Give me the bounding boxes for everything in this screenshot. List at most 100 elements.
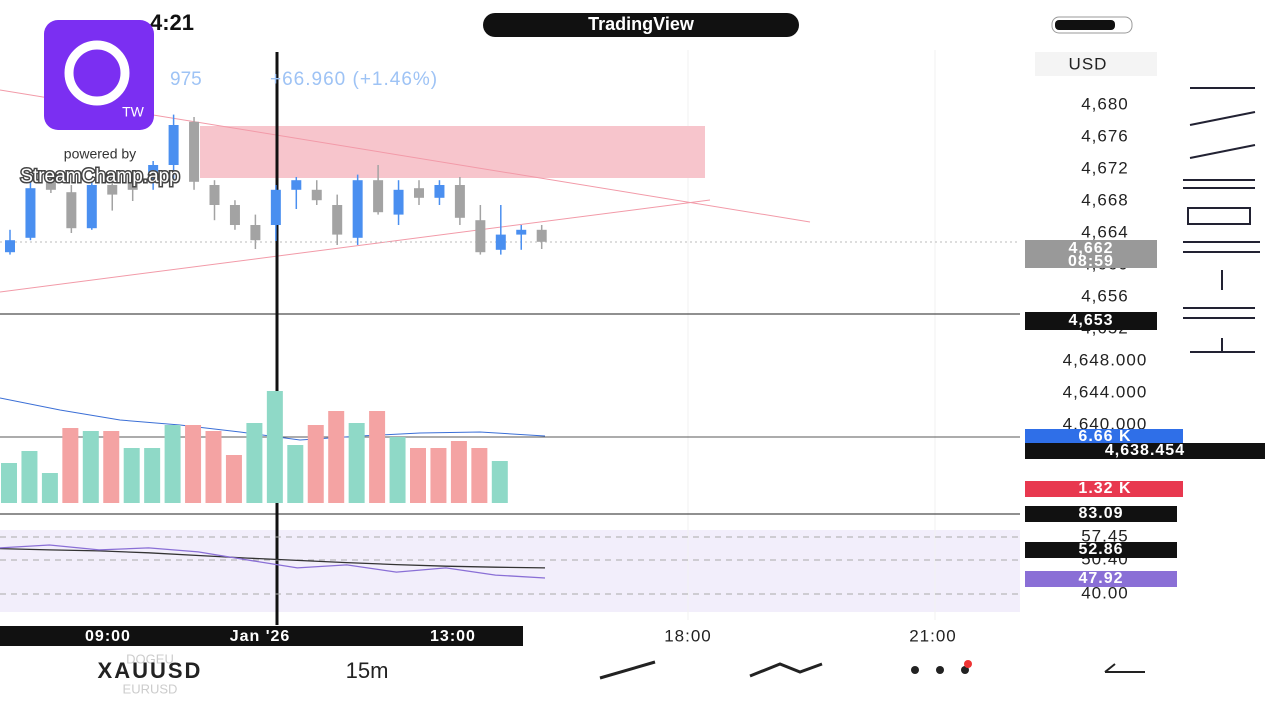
y-tick-label: 4,656 [1081, 286, 1129, 305]
volume-bar [205, 431, 222, 503]
candle-body [66, 192, 77, 229]
zone [200, 126, 705, 178]
candle-body [250, 225, 261, 241]
price-tag-label: 4,653 [1068, 312, 1113, 329]
time-label: 18:00 [664, 626, 712, 645]
candle-body [209, 185, 220, 205]
y-tick-label: 4,668 [1081, 190, 1129, 209]
logo-ring [64, 40, 130, 106]
volume-bar [430, 448, 447, 503]
draw-icon[interactable] [599, 660, 656, 680]
currency-box[interactable] [1035, 52, 1157, 76]
volume-tag-label: 6.66 K [1078, 428, 1131, 445]
drawing-tools[interactable] [1183, 87, 1260, 353]
volume-bar [123, 448, 140, 503]
time-label: 13:00 [430, 628, 476, 645]
more-icon[interactable] [911, 660, 972, 674]
candle-body [454, 185, 465, 218]
volume-bar [82, 431, 99, 503]
candle-body [45, 180, 56, 190]
indicator-tag [1025, 506, 1177, 522]
volume-tag [1025, 443, 1265, 459]
volume-bar [328, 411, 345, 503]
indicator-pane [0, 530, 1020, 612]
volume-bar [225, 455, 242, 503]
candle-body [127, 181, 138, 190]
candle-body [189, 121, 200, 182]
currency: USD [1069, 54, 1108, 73]
powered-by: powered by [64, 146, 136, 162]
candle-body [373, 180, 384, 213]
candle-body [414, 188, 424, 198]
indicator-tag-label: 83.09 [1078, 505, 1123, 522]
app-name: StreamChamp.app [20, 166, 179, 187]
undo-icon[interactable] [1104, 663, 1145, 673]
candle-body [168, 125, 179, 165]
indicator-tag [1025, 571, 1177, 587]
candle-body [352, 180, 363, 238]
volume-bar [144, 448, 161, 503]
indicators-icon[interactable] [749, 662, 823, 678]
volume-bar [246, 423, 263, 503]
logo-badge: TW [122, 104, 145, 120]
volume-tag [1025, 481, 1183, 497]
volume-bar [41, 473, 58, 503]
volume-tag-label: 1.32 K [1078, 480, 1131, 497]
volume-tag-label: 000 [1198, 478, 1228, 495]
volume-bar [62, 428, 79, 503]
y-tick-label: 4,680 [1081, 94, 1129, 113]
indicator-tick-label: 40.00 [1081, 583, 1129, 602]
price-tag-label: 4,662 [1068, 240, 1113, 257]
candle-body [495, 234, 506, 250]
candle-body [475, 220, 486, 253]
candle-body [291, 180, 302, 190]
y-tick-label: 4,676 [1081, 126, 1129, 145]
symbol[interactable]: XAUUSD [98, 658, 203, 683]
candle-body [332, 205, 343, 235]
candle-body [25, 188, 36, 238]
price-tag [1025, 312, 1157, 330]
volume-bar [450, 441, 467, 503]
candle-body [107, 185, 118, 195]
volume-bar [410, 448, 426, 503]
price-tag [1025, 240, 1157, 268]
brand-pill[interactable] [483, 13, 799, 37]
volume-bar [491, 461, 508, 503]
volume-tag [1183, 479, 1243, 495]
volume-bar [287, 445, 304, 503]
y-tick-label: 4,672 [1081, 158, 1129, 177]
y-tick-label: 4,664 [1081, 222, 1129, 241]
candle-body [270, 189, 281, 225]
rsi-line [0, 544, 546, 579]
price-tag-sub: 08:59 [1068, 253, 1114, 270]
volume-bar [103, 431, 120, 503]
indicator-tick-label: 57.45 [1081, 526, 1129, 545]
brand: TradingView [588, 14, 695, 34]
y-tick-label: 4,640.000 [1063, 414, 1148, 433]
time-label: 21:00 [909, 626, 957, 645]
watchlist-item[interactable]: EURUSD [123, 681, 178, 696]
candle-body [536, 229, 547, 242]
indicator-tag-label: 47.92 [1078, 570, 1123, 587]
battery [1051, 16, 1133, 34]
candle-body [5, 240, 15, 253]
trendline [0, 199, 711, 293]
watchlist-item[interactable]: DOGEU [126, 651, 174, 666]
candle-body [311, 189, 322, 201]
indicator-tag [1025, 542, 1177, 558]
volume-bar [185, 425, 202, 503]
interval[interactable]: 15m [346, 658, 389, 683]
time-tag [0, 626, 523, 646]
logo [44, 20, 154, 130]
candle-body [434, 185, 445, 198]
volume-bar [369, 411, 386, 503]
indicator-tag-label: 52.86 [1078, 541, 1123, 558]
candle-body [393, 189, 404, 215]
volume-bar [21, 451, 38, 503]
signal-line [0, 547, 546, 569]
volume-bar [471, 448, 488, 503]
volume-bar [307, 425, 324, 503]
volume-bar [1, 463, 17, 503]
